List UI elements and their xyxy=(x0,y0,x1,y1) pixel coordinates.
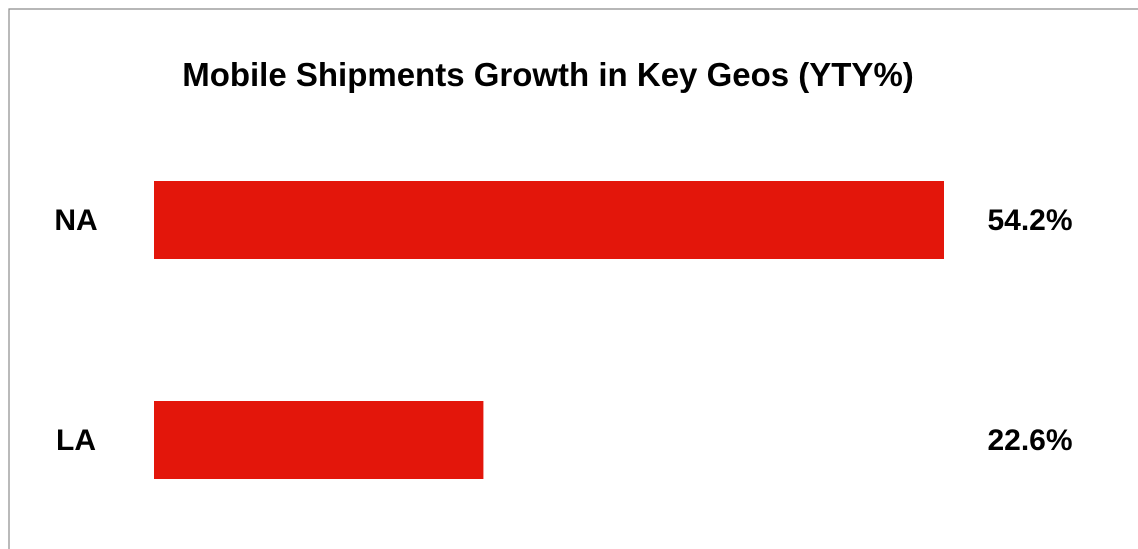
chart-frame xyxy=(8,8,1138,549)
bar-group: NA 54.2% LA 22.6% xyxy=(54,181,1073,479)
category-label-la: LA xyxy=(56,424,96,457)
chart-title: Mobile Shipments Growth in Key Geos (YTY… xyxy=(182,56,914,93)
value-label-la: 22.6% xyxy=(987,424,1072,457)
bar-na xyxy=(154,181,944,259)
category-label-na: NA xyxy=(54,204,97,237)
value-label-na: 54.2% xyxy=(987,204,1072,237)
bar-la xyxy=(154,401,484,479)
